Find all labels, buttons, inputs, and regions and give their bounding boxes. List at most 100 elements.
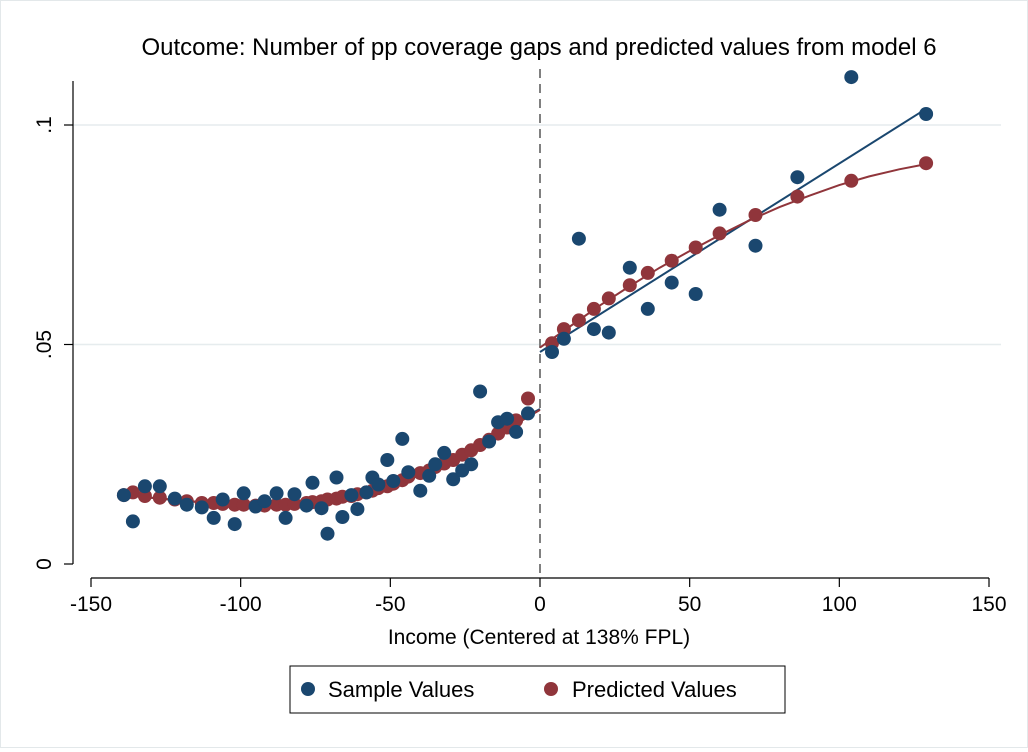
- data-point-series-0-14: [278, 510, 293, 525]
- axes: -150 -100 -50 0 50 100 150 0 .05 .1: [33, 81, 1007, 616]
- data-point-series-1-15: [287, 496, 302, 511]
- data-point-series-0-16: [299, 498, 314, 513]
- x-tick-label-6: 150: [971, 593, 1006, 616]
- data-point-series-0-7: [206, 510, 221, 525]
- data-point-series-0-50: [640, 301, 655, 316]
- data-point-series-0-20: [329, 470, 344, 485]
- data-point-series-0-6: [194, 500, 209, 515]
- fit-line-left-series-1: [123, 409, 541, 507]
- data-point-series-0-22: [344, 488, 359, 503]
- data-point-series-0-8: [215, 492, 230, 507]
- data-point-series-0-37: [464, 457, 479, 472]
- legend-marker-predicted: [544, 682, 558, 696]
- legend-marker-sample: [301, 682, 315, 696]
- data-point-series-0-41: [500, 411, 515, 426]
- data-point-series-0-44: [545, 345, 559, 359]
- x-axis-label: Income (Centered at 138% FPL): [388, 626, 690, 649]
- data-point-series-0-47: [586, 322, 601, 337]
- data-point-series-1-51: [664, 253, 679, 268]
- data-point-series-0-45: [556, 331, 571, 346]
- data-point-series-0-5: [179, 497, 194, 512]
- legend: Sample Values Predicted Values: [289, 665, 786, 714]
- data-point-series-0-32: [422, 468, 437, 483]
- data-point-series-1-50: [640, 265, 655, 280]
- legend-label-predicted: Predicted Values: [572, 677, 737, 702]
- x-tick-label-2: -50: [375, 593, 405, 616]
- data-point-series-0-3: [152, 479, 167, 494]
- data-point-series-1-3: [152, 490, 167, 505]
- data-point-series-0-52: [688, 287, 703, 301]
- data-point-series-0-23: [350, 502, 365, 517]
- data-point-series-0-18: [314, 501, 329, 516]
- data-point-series-0-57: [919, 107, 934, 121]
- data-point-series-0-43: [521, 406, 535, 421]
- data-point-series-0-53: [712, 202, 727, 217]
- y-tick-label-1: .05: [33, 330, 56, 359]
- data-point-series-0-13: [269, 486, 284, 501]
- data-point-series-0-56: [844, 70, 859, 85]
- x-tick-label-3: 0: [534, 593, 546, 616]
- gridlines: [73, 124, 1001, 346]
- data-point-series-0-1: [125, 514, 140, 529]
- data-point-series-0-19: [320, 526, 335, 541]
- data-point-series-0-4: [167, 491, 182, 506]
- data-point-series-0-31: [413, 483, 428, 498]
- data-point-series-1-48: [601, 291, 616, 306]
- data-point-series-0-49: [622, 260, 637, 275]
- legend-box: [289, 665, 786, 714]
- data-point-series-0-17: [305, 475, 320, 490]
- data-point-series-0-26: [371, 477, 386, 492]
- data-point-series-0-48: [601, 325, 616, 340]
- fit-line-right-series-0: [539, 107, 927, 353]
- data-point-series-0-27: [380, 453, 395, 467]
- data-point-series-0-30: [401, 465, 416, 480]
- data-point-series-0-2: [137, 479, 152, 494]
- data-point-series-0-35: [446, 472, 461, 487]
- data-point-series-0-33: [428, 457, 443, 472]
- data-point-series-0-46: [571, 231, 586, 246]
- data-point-series-1-46: [571, 313, 586, 328]
- y-tick-label-0: 0: [33, 558, 56, 570]
- data-point-series-1-45: [556, 322, 571, 337]
- data-point-series-1-2: [137, 489, 152, 503]
- data-point-series-0-24: [359, 485, 374, 500]
- data-point-series-1-10: [236, 497, 251, 512]
- data-point-series-1-49: [622, 278, 637, 293]
- data-point-series-1-52: [688, 240, 703, 255]
- data-point-series-0-12: [257, 494, 272, 509]
- data-point-series-0-9: [227, 517, 242, 532]
- data-point-series-0-28: [386, 474, 401, 488]
- data-point-series-0-34: [437, 445, 452, 460]
- data-point-series-1-55: [790, 189, 805, 204]
- chart-title: Outcome: Number of pp coverage gaps and …: [141, 34, 936, 61]
- data-point-series-0-51: [664, 275, 679, 290]
- data-point-series-0-38: [473, 384, 488, 399]
- data-point-series-0-10: [236, 486, 251, 501]
- y-tick-label-2: .1: [33, 116, 56, 134]
- data-point-series-0-39: [482, 434, 497, 449]
- fit-line-right-series-1: [539, 163, 927, 349]
- x-tick-label-1: -100: [220, 593, 262, 616]
- data-point-series-1-53: [712, 226, 727, 241]
- fit-lines: [123, 107, 927, 507]
- fit-line-left-series-0: [126, 408, 541, 505]
- legend-label-sample: Sample Values: [328, 677, 474, 702]
- data-point-series-1-47: [586, 301, 601, 316]
- x-tick-label-0: -150: [70, 593, 112, 616]
- data-point-series-1-57: [919, 156, 934, 171]
- data-point-series-0-21: [335, 510, 350, 524]
- data-point-series-0-29: [395, 431, 410, 446]
- data-point-series-0-42: [509, 424, 524, 439]
- data-point-series-0-54: [748, 238, 763, 253]
- x-tick-label-5: 100: [822, 593, 857, 616]
- x-tick-label-4: 50: [678, 593, 701, 616]
- data-point-series-1-43: [521, 391, 535, 406]
- data-point-series-0-15: [287, 487, 302, 502]
- data-point-series-0-0: [116, 488, 131, 503]
- data-points: [116, 70, 934, 541]
- data-point-series-0-55: [790, 170, 805, 185]
- data-point-series-1-54: [748, 208, 763, 222]
- data-point-series-1-56: [844, 173, 859, 188]
